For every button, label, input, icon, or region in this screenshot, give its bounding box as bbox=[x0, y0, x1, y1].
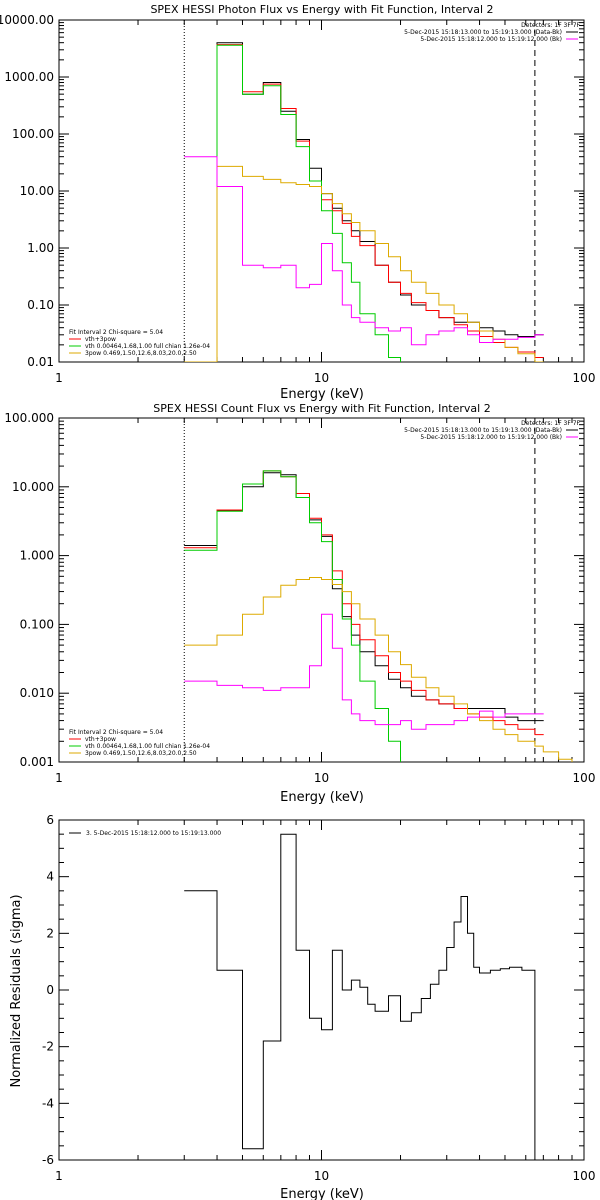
photon-flux-panel: SPEX HESSI Photon Flux vs Energy with Fi… bbox=[0, 3, 595, 402]
y-tick-label: 0.01 bbox=[27, 355, 54, 369]
x-tick-label: 100 bbox=[573, 1169, 596, 1183]
y-tick-label: 0.10 bbox=[27, 298, 54, 312]
y-axis-label: Normalized Residuals (sigma) bbox=[9, 894, 24, 1087]
y-tick-label: 0.100 bbox=[20, 617, 54, 631]
y-tick-label: 4 bbox=[46, 870, 54, 884]
y-tick-label: 0.010 bbox=[20, 686, 54, 700]
x-tick-label: 10 bbox=[314, 771, 329, 785]
y-tick-label: 6 bbox=[46, 813, 54, 827]
y-tick-label: 100.00 bbox=[12, 127, 54, 141]
legend-label: 5-Dec-2015 15:18:13.000 to 15:19:13.000 … bbox=[404, 427, 562, 434]
legend-header: Detectors: 1F 3F 7F bbox=[521, 22, 580, 29]
y-tick-label: 2 bbox=[46, 926, 54, 940]
fit-legend-label: 3pow 0.469,1.50,12.6,8.03,20.0,2.50 bbox=[85, 750, 197, 757]
fit-legend-label: vth 0.00464,1.68,1.00 full chian 1.26e-0… bbox=[85, 743, 210, 750]
y-tick-label: -4 bbox=[42, 1096, 54, 1110]
x-tick-label: 1 bbox=[55, 1169, 63, 1183]
series-line-1 bbox=[184, 44, 544, 362]
fit-legend-label: 3pow 0.469,1.50,12.6,8.03,20.0,2.50 bbox=[85, 350, 197, 357]
x-tick-label: 100 bbox=[573, 371, 596, 385]
series-line-1 bbox=[184, 470, 544, 736]
y-tick-label: 10000.00 bbox=[0, 13, 54, 27]
y-tick-label: -2 bbox=[42, 1040, 54, 1054]
x-axis-label: Energy (keV) bbox=[280, 790, 364, 805]
y-tick-label: 100.000 bbox=[4, 411, 54, 425]
legend-header: Detectors: 1F 3F 7F bbox=[521, 420, 580, 427]
x-tick-label: 1 bbox=[55, 771, 63, 785]
fit-legend-header: Fit Interval 2 Chi-square = 5.04 bbox=[69, 329, 163, 336]
legend-label: 3. 5-Dec-2015 15:18:12.000 to 15:19:13.0… bbox=[86, 830, 221, 837]
series-line-2 bbox=[184, 44, 401, 362]
x-axis-label: Energy (keV) bbox=[280, 387, 364, 402]
chart-title: SPEX HESSI Photon Flux vs Energy with Fi… bbox=[150, 3, 493, 16]
y-tick-label: 0.001 bbox=[20, 755, 54, 769]
series-line-0 bbox=[184, 833, 544, 1160]
x-tick-label: 100 bbox=[573, 771, 596, 785]
count-flux-panel: SPEX HESSI Count Flux vs Energy with Fit… bbox=[4, 402, 595, 805]
fit-legend-label: vth 0.00464,1.68,1.00 full chian 1.26e-0… bbox=[85, 343, 210, 350]
y-tick-label: 1000.00 bbox=[4, 70, 54, 84]
y-tick-label: 0 bbox=[46, 983, 54, 997]
y-tick-label: 1.000 bbox=[20, 549, 54, 563]
series-line-4 bbox=[184, 613, 544, 730]
x-tick-label: 10 bbox=[314, 1169, 329, 1183]
y-tick-label: -6 bbox=[42, 1153, 54, 1167]
chart-title: SPEX HESSI Count Flux vs Energy with Fit… bbox=[153, 402, 490, 415]
series-line-3 bbox=[184, 577, 573, 762]
fit-legend-label: vth+3pow bbox=[85, 736, 116, 743]
y-tick-label: 10.00 bbox=[20, 184, 54, 198]
x-tick-label: 1 bbox=[55, 371, 63, 385]
fit-legend-header: Fit Interval 2 Chi-square = 5.04 bbox=[69, 729, 163, 736]
y-tick-label: 1.00 bbox=[27, 241, 54, 255]
x-axis-label: Energy (keV) bbox=[280, 1187, 364, 1200]
legend-label: 5-Dec-2015 15:18:13.000 to 15:19:13.000 … bbox=[404, 29, 562, 36]
series-line-4 bbox=[184, 156, 544, 346]
y-tick-label: 10.000 bbox=[12, 480, 54, 494]
plot-frame bbox=[58, 819, 585, 1161]
residuals-panel: Energy (keV) Normalized Residuals (sigma… bbox=[9, 813, 595, 1200]
x-tick-label: 10 bbox=[314, 371, 329, 385]
legend-label: 5-Dec-2015 15:18:12.000 to 15:19:12.000 … bbox=[420, 434, 562, 441]
series-line-3 bbox=[184, 165, 544, 362]
fit-legend-label: vth+3pow bbox=[85, 336, 116, 343]
legend-label: 5-Dec-2015 15:18:12.000 to 15:19:12.000 … bbox=[420, 36, 562, 43]
series-line-2 bbox=[184, 470, 401, 762]
